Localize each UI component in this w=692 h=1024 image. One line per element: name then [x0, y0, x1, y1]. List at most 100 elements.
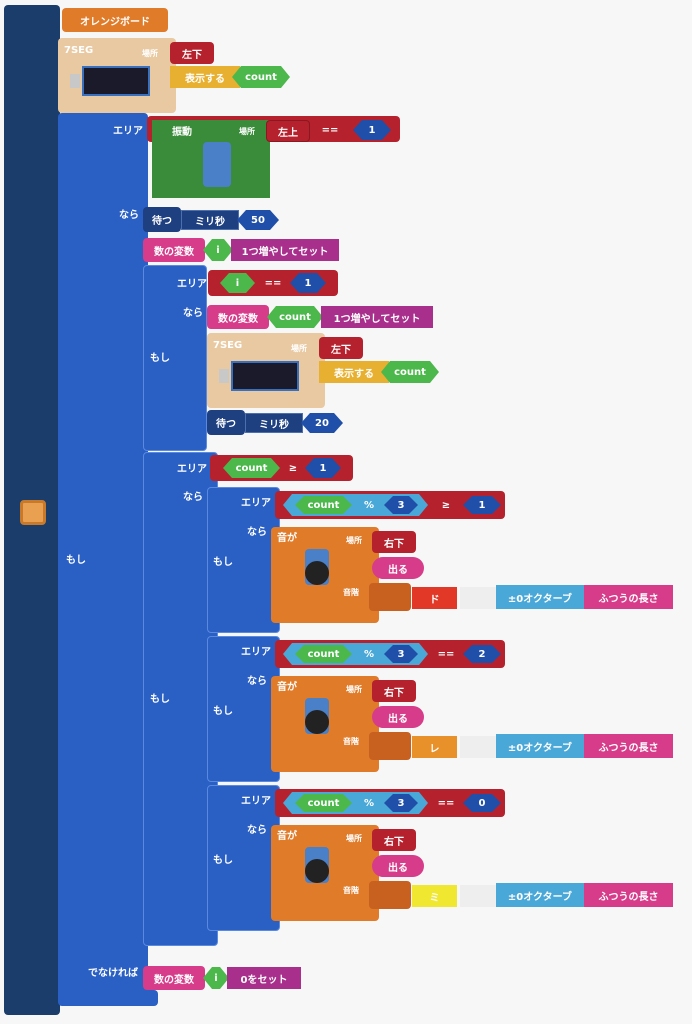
action: 表示する [319, 361, 389, 383]
modulo: % [363, 797, 375, 809]
speaker-cone [305, 561, 329, 585]
var-action: 1つ増やしてセット [321, 306, 433, 328]
divisor: 3 [384, 794, 418, 812]
if-foot [58, 990, 158, 1006]
variable: count [295, 794, 352, 812]
place-value: 左下 [170, 42, 214, 64]
value: 1 [290, 273, 326, 293]
action: 出る [372, 557, 424, 579]
length: ふつうの長さ [584, 585, 673, 609]
modulo: % [363, 648, 375, 660]
length: ふつうの長さ [584, 734, 673, 758]
if-block [143, 452, 218, 946]
seg-title: 7SEG [64, 44, 94, 56]
sound-label: 音が [277, 681, 297, 693]
if-label: もし [213, 556, 233, 568]
action: 出る [372, 855, 424, 877]
then-label: なら [247, 675, 267, 687]
if-label: もし [213, 705, 233, 717]
wait-unit: ミリ秒 [181, 210, 239, 230]
sound-label: 音が [277, 532, 297, 544]
note-blank [460, 885, 496, 907]
sensor-name: 振動 [172, 126, 192, 138]
variable: count [295, 496, 352, 514]
seg-connector [219, 369, 229, 383]
place-value: 左下 [319, 337, 363, 359]
note: ミ [412, 885, 457, 907]
wait-block[interactable]: 待つ [143, 207, 181, 232]
speaker-box [369, 881, 411, 909]
area-label: エリア [177, 463, 207, 475]
place-value: 右下 [372, 680, 416, 702]
operator: == [437, 797, 455, 809]
operator: ≥ [288, 462, 298, 474]
place-label: 場所 [239, 126, 255, 136]
else-label: でなければ [88, 967, 138, 979]
place-value: 右下 [372, 829, 416, 851]
wait-value: 50 [237, 210, 279, 230]
var-block[interactable]: 数の変数 [207, 305, 269, 329]
note-blank [460, 587, 496, 609]
if-block [207, 487, 280, 633]
octave: ±0オクターブ [496, 734, 584, 758]
area-label: エリア [241, 795, 271, 807]
variable: i [203, 239, 233, 261]
wait-unit: ミリ秒 [245, 413, 303, 433]
sensor-image [203, 142, 231, 187]
then-label: なら [183, 307, 203, 319]
if-block [207, 785, 280, 931]
note: ド [412, 587, 457, 609]
place-value: 右下 [372, 531, 416, 553]
octave: ±0オクターブ [496, 585, 584, 609]
var-block[interactable]: 数の変数 [143, 238, 205, 262]
board-block[interactable]: オレンジボード [62, 8, 168, 32]
if-label: もし [66, 554, 86, 566]
then-label: なら [247, 526, 267, 538]
board-icon [20, 500, 46, 525]
action: 表示する [170, 66, 240, 88]
sound-label: 音が [277, 830, 297, 842]
place-label: 場所 [346, 684, 362, 694]
variable: i [203, 967, 229, 989]
seg-display [82, 66, 150, 96]
place-label: 場所 [142, 48, 158, 58]
action: 出る [372, 706, 424, 728]
var-block[interactable]: 数の変数 [143, 966, 205, 990]
value: 1 [353, 120, 391, 140]
variable: count [267, 306, 323, 328]
scale-label: 音階 [343, 736, 359, 746]
divisor: 3 [384, 496, 418, 514]
seg-display [231, 361, 299, 391]
operator: == [437, 648, 455, 660]
speaker-cone [305, 710, 329, 734]
place-label: 場所 [346, 833, 362, 843]
seg-title: 7SEG [213, 339, 243, 351]
area-label: エリア [241, 497, 271, 509]
then-label: なら [119, 209, 139, 221]
if-label: もし [213, 854, 233, 866]
area-label: エリア [113, 125, 143, 137]
area-label: エリア [177, 278, 207, 290]
variable: count [381, 361, 439, 383]
if-label: もし [150, 352, 170, 364]
place-label: 場所 [291, 343, 307, 353]
speaker-box [369, 583, 411, 611]
value: 1 [305, 458, 341, 478]
wait-value: 20 [301, 413, 343, 433]
wait-block[interactable]: 待つ [207, 410, 245, 435]
if-block [143, 265, 207, 451]
operator: ≥ [441, 499, 451, 511]
value: 0 [463, 794, 501, 812]
speaker-cone [305, 859, 329, 883]
if-block[interactable] [58, 113, 148, 997]
variable: count [295, 645, 352, 663]
then-label: なら [183, 491, 203, 503]
variable: count [223, 458, 280, 478]
var-action: 1つ増やしてセット [231, 239, 339, 261]
if-block [207, 636, 280, 782]
note: レ [412, 736, 457, 758]
scale-label: 音階 [343, 885, 359, 895]
modulo: % [363, 499, 375, 511]
place-value: 左上 [266, 120, 310, 142]
value: 2 [463, 645, 501, 663]
